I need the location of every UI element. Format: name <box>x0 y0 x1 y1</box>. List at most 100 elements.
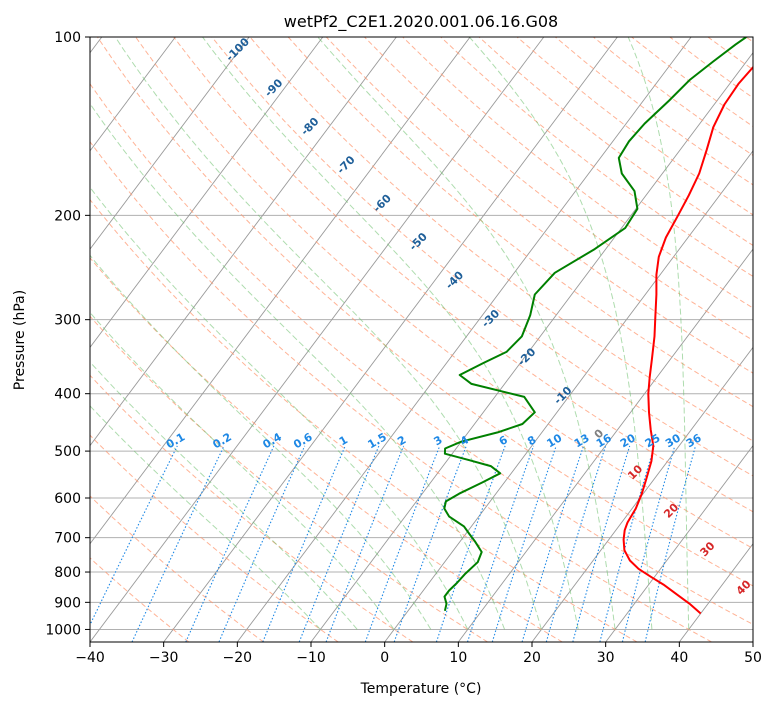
isotherm-line <box>752 641 753 642</box>
profile-lines <box>443 37 753 615</box>
moist-adiabat-line <box>90 254 432 630</box>
isotherm-line <box>90 37 176 152</box>
mixing-ratio-line <box>298 445 380 642</box>
mixing-ratio-line <box>545 445 607 642</box>
dry-adiabat-line <box>90 315 488 642</box>
x-tick-label: −30 <box>149 650 179 666</box>
mixing-ratio-line <box>218 445 306 642</box>
dry-adiabat-line <box>90 198 638 642</box>
dewpoint-line <box>443 37 747 612</box>
mixing-ratio-label: 0.6 <box>291 430 315 451</box>
moist-adiabat-line <box>90 186 469 630</box>
dry-adiabat-line <box>364 37 753 341</box>
mixing-ratio-line <box>185 445 275 642</box>
dry-adiabat-label: -100 <box>223 35 252 64</box>
dry-adiabat-line <box>249 37 753 442</box>
dry-adiabat-line <box>90 434 339 642</box>
mixing-ratio-line <box>521 445 585 642</box>
mixing-ratio-label: 0.1 <box>164 430 187 451</box>
dry-adiabat-line <box>402 37 753 309</box>
y-tick-label: 900 <box>54 595 81 611</box>
dry-adiabat-line <box>90 495 264 642</box>
moist-adiabat-line <box>90 405 321 630</box>
x-tick-label: 0 <box>380 650 389 666</box>
moist-adiabat-line <box>202 37 579 630</box>
y-tick-label: 600 <box>54 491 81 507</box>
mixing-ratio-label: 8 <box>525 433 538 448</box>
dry-adiabat-label: 40 <box>734 577 754 597</box>
moist-adiabat-line <box>90 361 358 630</box>
dry-adiabat-label: -90 <box>262 76 285 99</box>
dry-adiabat-line <box>440 37 753 278</box>
x-tick-label: 50 <box>744 650 762 666</box>
line-labels: 0.1 0.2 0.4 0.6 1 1.5 2 3 4 6 8 10 13 16 20 25 30 36-100-… <box>164 35 754 598</box>
mixing-ratio-line <box>364 445 441 642</box>
isotherm-line <box>163 37 618 642</box>
dry-adiabat-line <box>745 37 753 43</box>
mixing-ratio-line <box>435 445 506 642</box>
mixing-ratio-label: 3 <box>431 433 444 448</box>
isotherm-line <box>384 150 753 642</box>
mixing-ratio-line <box>90 445 178 627</box>
mixing-ratio-label: 25 <box>643 431 663 450</box>
moist-adiabat-line <box>317 37 616 630</box>
y-axis: 100 200 300 400 500 600 700 800 900 1000 <box>45 30 90 638</box>
x-axis-label: Temperature (°C) <box>360 681 482 697</box>
dry-adiabat-line <box>96 37 753 587</box>
dry-adiabat-label: -60 <box>371 191 394 214</box>
mixing-ratio-line <box>491 445 557 642</box>
mixing-ratio-label: 0.4 <box>260 430 284 451</box>
y-tick-label: 400 <box>54 387 81 403</box>
dry-adiabat-label: 30 <box>698 539 718 559</box>
dry-adiabat-label: -80 <box>298 115 321 138</box>
moist-adiabat-line <box>114 37 542 630</box>
plot-frame <box>89 36 754 643</box>
mixing-ratio-line <box>262 445 346 642</box>
mixing-ratio-line <box>325 445 405 642</box>
mixing-ratio-line <box>599 445 655 642</box>
mixing-ratio-label: 1 <box>337 433 350 448</box>
isotherm-line <box>90 37 545 642</box>
temperature-line <box>622 65 753 615</box>
chart-title: wetPf2_C2E1.2020.001.06.16.G08 <box>284 12 558 32</box>
mixing-ratio-line <box>572 445 631 642</box>
mixing-ratio-line <box>131 445 225 642</box>
isotherm-line <box>90 37 471 545</box>
y-tick-label: 200 <box>54 208 81 224</box>
x-tick-label: −20 <box>223 650 253 666</box>
dry-adiabat-line <box>90 557 190 642</box>
isotherm-line <box>457 248 753 642</box>
dry-adiabat-line <box>90 374 414 642</box>
moist-adiabat-line <box>627 37 690 630</box>
isotherm-line <box>605 444 753 642</box>
dry-adiabat-line <box>90 257 563 642</box>
dry-adiabat-line <box>90 140 712 642</box>
mixing-ratio-label: 0.2 <box>211 430 234 451</box>
isotherm-line <box>236 37 692 642</box>
y-axis-label: Pressure (hPa) <box>12 290 28 390</box>
dry-adiabat-label: -70 <box>334 153 357 176</box>
dry-adiabat-line <box>211 37 753 477</box>
background-lines <box>90 37 753 642</box>
moist-adiabat-line <box>90 102 506 630</box>
y-tick-label: 500 <box>54 444 81 460</box>
y-tick-label: 700 <box>54 531 81 547</box>
x-tick-label: 40 <box>670 650 688 666</box>
dry-adiabat-label: -50 <box>407 230 430 253</box>
isotherm-line <box>531 346 753 642</box>
mixing-ratio-line <box>466 445 535 642</box>
x-tick-label: −10 <box>296 650 326 666</box>
mixing-ratio-label: 10 <box>545 431 565 450</box>
x-tick-label: 10 <box>449 650 467 666</box>
isotherm-line <box>90 37 397 447</box>
isotherm-line <box>90 37 250 250</box>
x-tick-label: −40 <box>75 650 105 666</box>
dry-adiabat-line <box>707 37 753 71</box>
y-tick-label: 800 <box>54 565 81 581</box>
mixing-ratio-label: 30 <box>663 431 683 450</box>
dry-adiabat-line <box>325 37 753 374</box>
mixing-ratio-line <box>393 445 467 642</box>
dry-adiabat-line <box>135 37 753 550</box>
mixing-ratio-label: 13 <box>572 431 592 450</box>
